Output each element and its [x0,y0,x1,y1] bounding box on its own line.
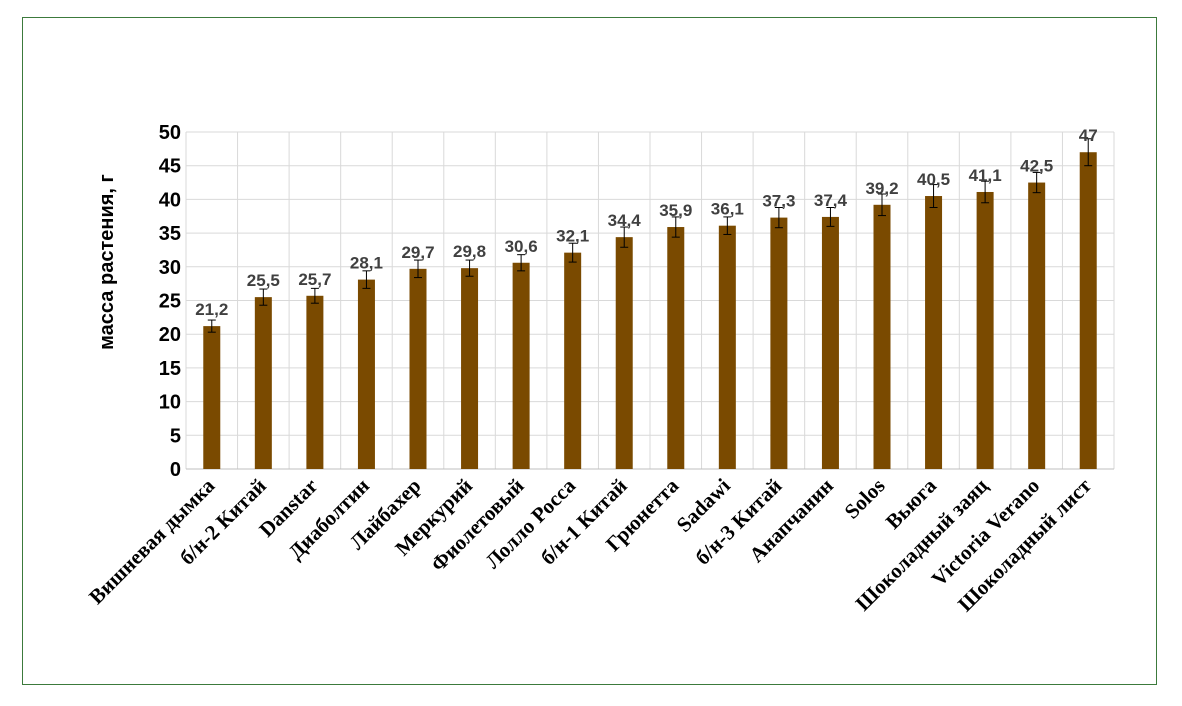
bar [667,227,685,469]
bar [1028,182,1046,470]
bar [1079,152,1097,469]
error-bar [362,270,371,289]
data-label: 41,1 [969,166,1002,185]
data-label: 32,1 [556,227,589,246]
bar [770,217,788,469]
data-label: 29,8 [453,242,486,261]
error-bar [1032,171,1041,194]
data-label: 25,5 [247,271,280,290]
y-tick-label: 10 [159,392,181,414]
error-bar [1084,138,1093,167]
error-bar [929,184,938,208]
data-label: 30,6 [505,237,538,256]
y-tick-label: 30 [159,257,181,279]
bar [615,237,633,469]
data-label: 28,1 [350,254,383,273]
y-tick-label: 20 [159,324,181,346]
bar [254,297,272,469]
bar [873,204,891,470]
y-tick-label: 5 [170,425,181,447]
bar [357,279,375,469]
data-label: 37,4 [814,191,848,210]
error-bar [414,259,422,279]
bar [409,268,427,469]
data-label: 29,7 [401,243,434,262]
error-bar [723,216,732,235]
bar [461,268,479,469]
data-label: 42,5 [1020,157,1053,176]
data-label: 35,9 [659,201,692,220]
y-tick-label: 25 [159,291,181,313]
error-bar [259,288,268,306]
error-bar [310,287,319,304]
error-bar [517,254,526,272]
error-bar [774,206,783,229]
y-tick-label: 35 [159,223,181,245]
error-bar [981,180,990,204]
y-tick-label: 50 [159,122,181,144]
y-tick-label: 45 [159,156,181,178]
bar [512,262,530,469]
error-bar [671,216,680,238]
grid-layer [185,131,1115,470]
data-label: 47 [1079,126,1098,145]
bar [821,216,839,469]
error-bar [826,206,835,227]
y-axis-label: масса растения, г [96,174,118,350]
data-label: 40,5 [917,170,950,189]
data-label: 21,2 [195,300,228,319]
error-bar [568,242,577,263]
data-label: 39,2 [865,179,898,198]
error-bar [620,226,629,248]
y-tick-label: 0 [170,459,181,481]
error-bar [207,319,216,333]
data-label: 34,4 [608,211,642,230]
data-label: 36,1 [711,200,744,219]
bar [564,252,582,469]
bar [718,225,736,469]
error-bar [465,259,474,277]
bar [306,295,324,469]
bar [203,326,221,469]
error-bar [878,193,886,217]
y-tick-label: 15 [159,358,181,380]
data-label: 37,3 [762,192,795,211]
bars-layer [203,138,1097,470]
y-tick-label: 40 [159,189,181,211]
data-label: 25,7 [298,270,331,289]
bar [976,191,994,469]
bar [925,196,943,469]
